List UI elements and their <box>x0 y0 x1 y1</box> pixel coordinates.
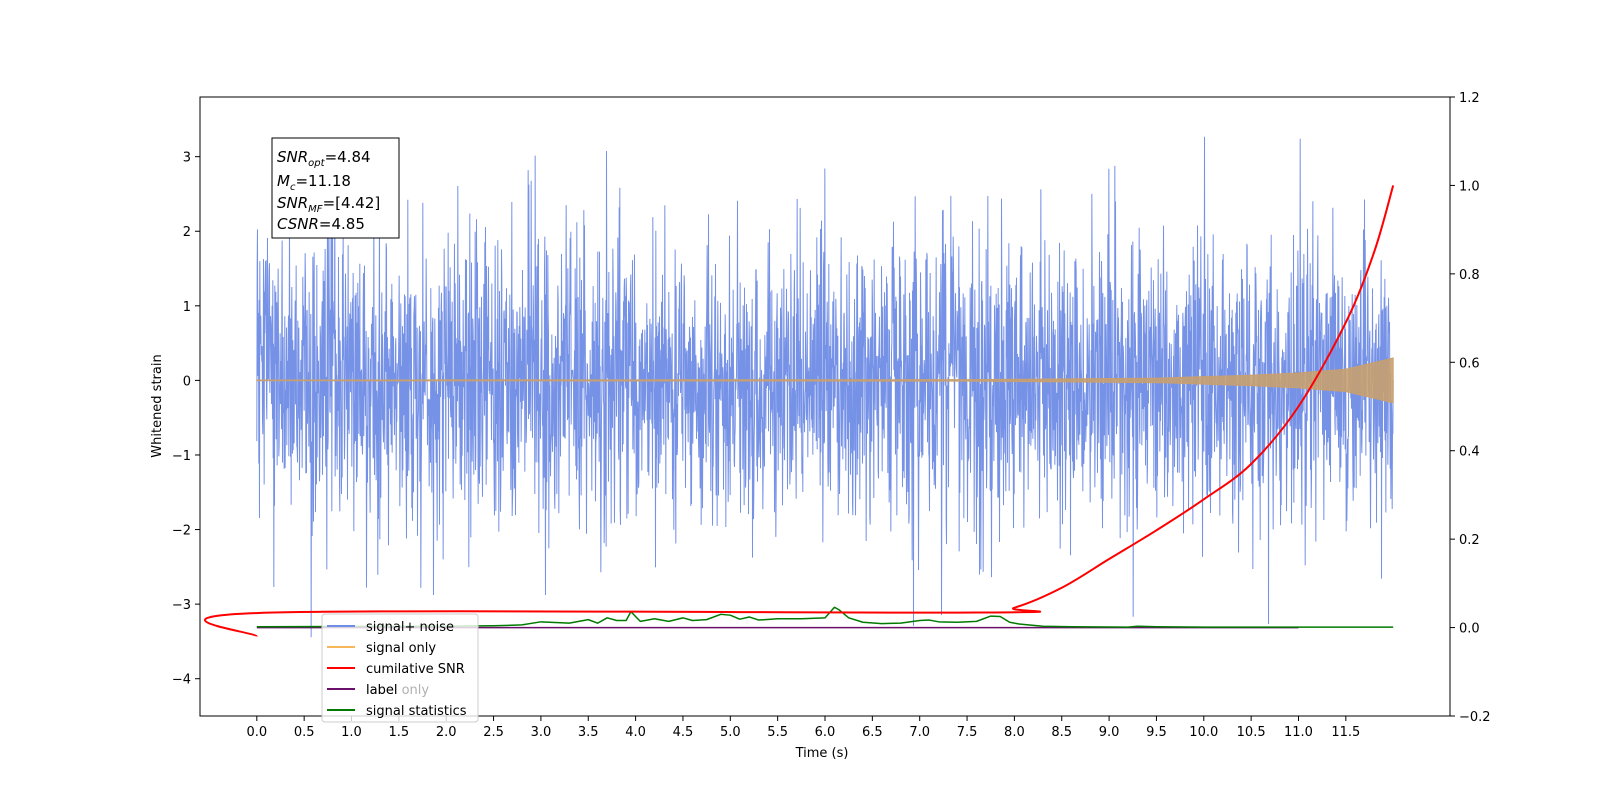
x-tick-label: 3.0 <box>531 725 552 740</box>
x-tick-label: 9.0 <box>1099 725 1120 740</box>
x-tick-label: 0.5 <box>294 725 315 740</box>
x-tick-label: 0.0 <box>246 725 267 740</box>
y2-tick-label: 0.0 <box>1459 622 1480 637</box>
y2-tick-label: 0.8 <box>1459 268 1480 283</box>
x-axis: 0.0 0.5 1.0 1.5 2.0 2.5 3.0 3.5 4.0 4.5 5.0 5.5 6.0 6… <box>246 716 1360 740</box>
y2-tick-label: 0.6 <box>1459 356 1480 371</box>
legend-box <box>321 613 479 723</box>
series-signal-noise <box>256 136 1394 638</box>
y2-tick-label: 0.2 <box>1459 533 1480 548</box>
y-axis-left: 3 2 1 0 −1 −2 −3 −4 <box>172 151 200 688</box>
legend-entry-cumulative-snr: cumilative SNR <box>327 662 465 677</box>
y2-tick-label: 1.0 <box>1459 179 1480 194</box>
x-tick-label: 7.5 <box>957 725 978 740</box>
x-tick-label: 3.5 <box>578 725 599 740</box>
x-axis-label: Time (s) <box>795 746 849 761</box>
series-cumulative-snr <box>204 185 1395 638</box>
x-tick-label: 8.5 <box>1051 725 1072 740</box>
x-tick-label: 10.5 <box>1237 725 1266 740</box>
legend-label-signal-only: signal only <box>366 641 436 656</box>
x-tick-label: 1.0 <box>341 725 362 740</box>
legend-entry-signal-statistics: signal statistics <box>327 704 467 719</box>
x-tick-label: 4.0 <box>625 725 646 740</box>
y2-tick-label: 0.4 <box>1459 445 1480 460</box>
y-tick-label: −3 <box>172 598 191 613</box>
annotation-box <box>271 137 400 239</box>
x-tick-label: 4.5 <box>673 725 694 740</box>
y-tick-label: 3 <box>183 151 191 166</box>
y2-tick-label: −0.2 <box>1459 710 1491 725</box>
y2-tick-label: 1.2 <box>1459 91 1480 106</box>
legend-label-overlapped: label only <box>366 683 429 698</box>
statistics-line <box>256 606 1394 628</box>
legend-label-label: label <box>366 683 397 698</box>
legend-entry-label: label only label <box>327 683 429 698</box>
y-tick-label: −1 <box>172 449 191 464</box>
x-tick-label: 11.0 <box>1284 725 1313 740</box>
series-signal-statistics <box>256 606 1394 628</box>
x-tick-label: 8.0 <box>1004 725 1025 740</box>
y-tick-label: 2 <box>183 225 191 240</box>
x-tick-label: 9.5 <box>1146 725 1167 740</box>
series-signal-only <box>256 357 1394 404</box>
x-tick-label: 11.5 <box>1331 725 1360 740</box>
legend-label-signal-statistics: signal statistics <box>366 704 467 719</box>
y-tick-label: −2 <box>172 524 191 539</box>
legend-entry-signal-noise: signal+ noise <box>327 620 454 635</box>
y-tick-label: −4 <box>172 673 191 688</box>
x-tick-label: 6.0 <box>815 725 836 740</box>
noise-line <box>256 136 1394 638</box>
x-tick-label: 6.5 <box>862 725 883 740</box>
legend-entry-signal-only: signal only <box>327 641 436 656</box>
x-tick-label: 2.0 <box>436 725 457 740</box>
annotation-mc: Mc=11.18 <box>277 172 351 193</box>
x-tick-label: 5.0 <box>720 725 741 740</box>
y-tick-label: 0 <box>183 374 191 389</box>
annotation-snr-opt: SNRopt=4.84 <box>277 148 371 169</box>
x-tick-label: 1.5 <box>389 725 410 740</box>
legend-label-signal-noise: signal+ noise <box>366 620 454 635</box>
x-tick-label: 7.0 <box>909 725 930 740</box>
legend-label-cumulative-snr: cumilative SNR <box>366 662 465 677</box>
y-tick-label: 1 <box>183 300 191 315</box>
signal-envelope <box>256 357 1394 404</box>
stats-annotation: SNRopt=4.84 Mc=11.18 SNRMF=[4.42] CSNR=4… <box>271 137 400 239</box>
x-tick-label: 10.0 <box>1189 725 1218 740</box>
y-axis-label: Whitened strain <box>150 354 165 457</box>
legend: signal+ noise signal only cumilative SNR… <box>321 613 479 723</box>
annotation-csnr: CSNR=4.85 <box>277 215 365 233</box>
x-tick-label: 5.5 <box>767 725 788 740</box>
annotation-snr-mf: SNRMF=[4.42] <box>277 194 380 215</box>
cumulative-snr-line <box>204 185 1395 638</box>
y-axis-right: 1.2 1.0 0.8 0.6 0.4 0.2 0.0 −0.2 <box>1450 91 1491 725</box>
x-tick-label: 2.5 <box>483 725 504 740</box>
